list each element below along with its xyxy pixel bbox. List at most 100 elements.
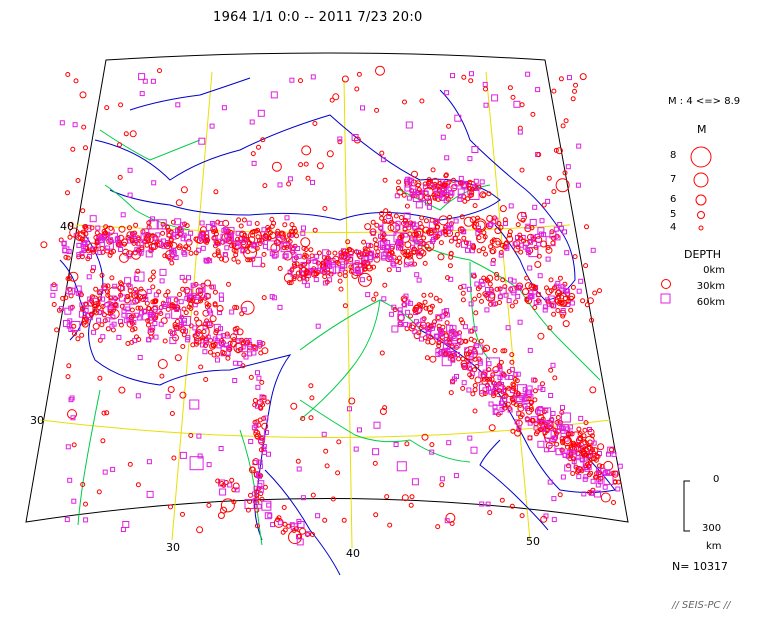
event-shallow <box>280 529 286 535</box>
event-shallow <box>443 173 449 179</box>
event-deep <box>130 299 136 305</box>
event-shallow <box>382 177 388 183</box>
event-shallow <box>83 301 89 307</box>
event-deep <box>517 129 523 135</box>
event-shallow <box>443 351 448 357</box>
event-shallow <box>109 275 115 281</box>
event-shallow <box>175 319 180 324</box>
event-shallow <box>150 299 156 305</box>
event-shallow <box>261 295 267 301</box>
event-shallow <box>169 260 175 266</box>
country-borders <box>77 129 601 546</box>
event-shallow <box>63 295 69 301</box>
event-shallow <box>108 295 114 301</box>
event-shallow <box>483 344 491 352</box>
event-shallow <box>437 253 445 261</box>
event-shallow <box>105 283 111 289</box>
event-deep <box>122 521 130 528</box>
event-shallow <box>294 233 299 239</box>
event-shallow <box>56 307 62 313</box>
event-deep <box>454 114 462 122</box>
event-shallow <box>85 248 91 254</box>
event-deep <box>98 310 104 316</box>
event-shallow <box>321 270 327 276</box>
event-shallow <box>81 320 87 326</box>
event-shallow <box>252 458 260 466</box>
event-deep <box>248 439 254 444</box>
event-deep <box>308 259 319 270</box>
event-shallow <box>194 316 200 322</box>
event-deep <box>525 385 533 393</box>
event-deep <box>529 219 537 226</box>
event-deep <box>203 338 209 343</box>
event-shallow <box>500 371 506 377</box>
event-shallow <box>393 213 399 219</box>
event-deep <box>485 357 500 372</box>
event-deep <box>564 464 572 472</box>
event-deep <box>451 333 462 344</box>
event-shallow <box>347 247 353 253</box>
event-deep <box>365 292 371 298</box>
event-shallow <box>216 253 222 259</box>
event-shallow <box>303 161 309 167</box>
event-shallow <box>587 428 595 436</box>
event-deep <box>191 284 206 299</box>
event-shallow <box>79 306 85 312</box>
event-deep <box>564 250 570 256</box>
event-shallow <box>294 261 300 267</box>
event-deep <box>387 255 393 260</box>
event-shallow <box>396 255 402 261</box>
event-shallow <box>220 506 227 514</box>
event-deep <box>485 501 491 507</box>
event-deep <box>296 253 302 259</box>
event-shallow <box>547 325 553 331</box>
event-shallow <box>97 375 103 381</box>
event-shallow <box>144 233 155 244</box>
event-shallow <box>565 444 570 450</box>
event-shallow <box>413 306 419 312</box>
event-shallow <box>135 268 141 274</box>
event-shallow <box>212 252 218 258</box>
event-shallow <box>247 257 253 263</box>
event-deep <box>479 383 489 394</box>
event-shallow <box>408 502 414 508</box>
event-shallow <box>426 229 434 237</box>
event-deep <box>518 242 524 248</box>
event-shallow <box>562 320 570 328</box>
event-shallow <box>507 85 513 91</box>
event-deep <box>420 317 426 323</box>
magnitude-symbol-6 <box>695 194 707 206</box>
event-shallow <box>374 107 380 113</box>
event-shallow <box>96 290 102 296</box>
event-deep <box>246 220 252 226</box>
event-deep <box>125 306 131 312</box>
event-deep <box>118 294 126 302</box>
event-shallow <box>136 247 141 253</box>
event-deep <box>594 490 601 498</box>
event-shallow <box>198 298 203 304</box>
event-shallow <box>595 454 601 459</box>
event-deep <box>232 360 238 366</box>
event-deep <box>120 212 126 218</box>
event-shallow <box>485 278 491 284</box>
event-shallow <box>430 167 436 173</box>
event-shallow <box>548 367 554 373</box>
event-deep <box>316 267 322 273</box>
event-deep <box>596 467 602 473</box>
event-shallow <box>121 241 127 247</box>
event-shallow <box>68 221 74 227</box>
event-deep <box>68 287 76 295</box>
event-shallow <box>166 254 172 260</box>
event-shallow <box>100 438 106 444</box>
event-shallow <box>446 123 452 129</box>
event-deep <box>169 337 177 345</box>
event-shallow <box>580 298 586 304</box>
event-deep <box>486 361 492 367</box>
event-deep <box>229 309 235 315</box>
event-deep <box>59 120 65 126</box>
event-deep <box>159 278 165 284</box>
event-shallow <box>127 461 133 467</box>
event-shallow <box>292 228 298 234</box>
event-deep <box>487 222 493 228</box>
event-deep <box>124 277 132 285</box>
